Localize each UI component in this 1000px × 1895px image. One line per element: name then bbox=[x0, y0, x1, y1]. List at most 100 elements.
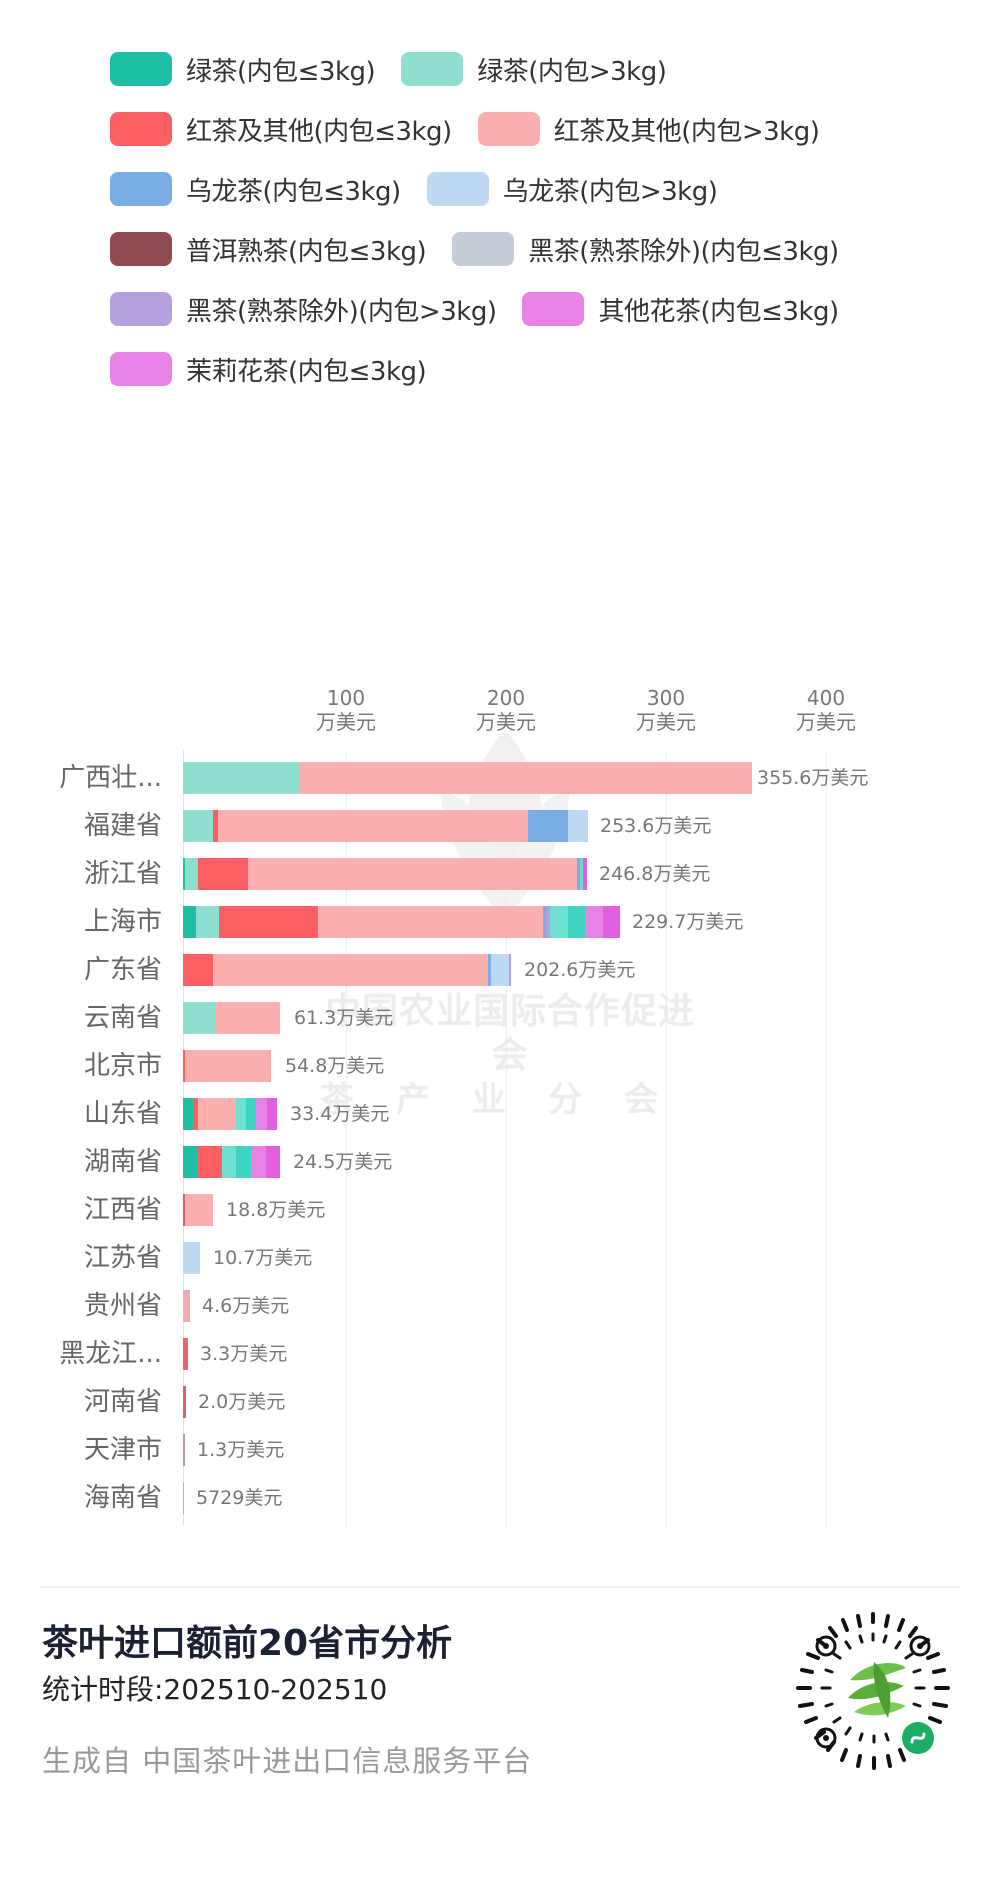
legend-item[interactable]: 红茶及其他(内包>3kg) bbox=[477, 112, 820, 147]
bar-segment[interactable] bbox=[183, 1242, 200, 1274]
stacked-bar[interactable] bbox=[183, 810, 588, 842]
stacked-bar[interactable] bbox=[183, 954, 511, 986]
bar-segment[interactable] bbox=[583, 858, 587, 890]
bar-segment[interactable] bbox=[215, 1002, 280, 1034]
stacked-bar[interactable] bbox=[183, 1242, 200, 1274]
bar-row: 湖南省 24.5万美元 bbox=[0, 1146, 1000, 1178]
legend-item[interactable]: 普洱熟茶(内包≤3kg) bbox=[110, 232, 427, 267]
bar-segment[interactable] bbox=[183, 858, 185, 890]
bar-segment[interactable] bbox=[543, 906, 546, 938]
stacked-bar[interactable] bbox=[183, 1482, 184, 1514]
bar-segment[interactable] bbox=[185, 1194, 213, 1226]
bar-segment[interactable] bbox=[183, 762, 300, 794]
bar-segment[interactable] bbox=[183, 1290, 190, 1322]
bar-value-label: 253.6万美元 bbox=[600, 815, 712, 837]
stacked-bar[interactable] bbox=[183, 1194, 213, 1226]
bar-segment[interactable] bbox=[183, 1146, 197, 1178]
stacked-bar[interactable] bbox=[183, 1098, 277, 1130]
bar-value-label: 24.5万美元 bbox=[293, 1151, 393, 1173]
bar-segment[interactable] bbox=[198, 1098, 236, 1130]
legend-item[interactable]: 其他花茶(内包≤3kg) bbox=[522, 292, 839, 327]
bar-segment[interactable] bbox=[183, 906, 196, 938]
bar-segment[interactable] bbox=[267, 1098, 277, 1130]
bar-segment[interactable] bbox=[568, 810, 588, 842]
bar-segment[interactable] bbox=[183, 810, 213, 842]
bar-segment[interactable] bbox=[491, 954, 509, 986]
bar-segment[interactable] bbox=[550, 906, 568, 938]
source-note: 生成自 中国茶叶进出口信息服务平台 bbox=[42, 1744, 533, 1778]
bar-segment[interactable] bbox=[183, 1482, 184, 1514]
category-label: 海南省 bbox=[83, 1483, 162, 1513]
stacked-bar[interactable] bbox=[183, 762, 752, 794]
category-label: 湖南省 bbox=[83, 1147, 162, 1177]
stacked-bar[interactable] bbox=[183, 1290, 190, 1322]
bar-segment[interactable] bbox=[213, 810, 218, 842]
bar-segment[interactable] bbox=[183, 1050, 185, 1082]
bar-segment[interactable] bbox=[509, 954, 511, 986]
category-label: 河南省 bbox=[83, 1387, 162, 1417]
stacked-bar[interactable] bbox=[183, 1386, 186, 1418]
legend-item[interactable]: 绿茶(内包≤3kg) bbox=[110, 52, 376, 87]
bar-row: 广西壮... 355.6万美元 bbox=[0, 762, 1000, 794]
bar-segment[interactable] bbox=[246, 1098, 256, 1130]
mini-program-qr-code[interactable] bbox=[788, 1608, 958, 1778]
bar-segment[interactable] bbox=[236, 1098, 246, 1130]
tick-value: 300 bbox=[646, 686, 686, 710]
bar-segment[interactable] bbox=[197, 1146, 222, 1178]
legend-item[interactable]: 红茶及其他(内包≤3kg) bbox=[110, 112, 452, 147]
stacked-bar[interactable] bbox=[183, 1338, 188, 1370]
bar-segment[interactable] bbox=[577, 858, 580, 890]
bar-segment[interactable] bbox=[318, 906, 543, 938]
tick-unit: 万美元 bbox=[316, 710, 376, 734]
category-label: 贵州省 bbox=[83, 1291, 162, 1321]
bar-segment[interactable] bbox=[488, 954, 491, 986]
bar-segment[interactable] bbox=[546, 906, 550, 938]
bar-segment[interactable] bbox=[585, 906, 603, 938]
bar-segment[interactable] bbox=[580, 858, 583, 890]
bar-segment[interactable] bbox=[183, 1194, 185, 1226]
bar-segment[interactable] bbox=[185, 1050, 271, 1082]
bar-segment[interactable] bbox=[251, 1146, 266, 1178]
bar-segment[interactable] bbox=[222, 1146, 236, 1178]
legend-item[interactable]: 乌龙茶(内包>3kg) bbox=[426, 172, 718, 207]
bar-row: 广东省 202.6万美元 bbox=[0, 954, 1000, 986]
stacked-bar[interactable] bbox=[183, 1050, 271, 1082]
bar-segment[interactable] bbox=[300, 762, 752, 794]
bar-segment[interactable] bbox=[528, 810, 568, 842]
bar-segment[interactable] bbox=[219, 906, 318, 938]
bar-segment[interactable] bbox=[603, 906, 620, 938]
stacked-bar[interactable] bbox=[183, 906, 620, 938]
legend-item[interactable]: 绿茶(内包>3kg) bbox=[401, 52, 667, 87]
stacked-bar[interactable] bbox=[183, 1002, 280, 1034]
legend-item[interactable]: 茉莉花茶(内包≤3kg) bbox=[110, 352, 427, 387]
bar-segment[interactable] bbox=[568, 906, 585, 938]
category-label: 浙江省 bbox=[83, 859, 162, 889]
bar-segment[interactable] bbox=[183, 954, 213, 986]
bar-segment[interactable] bbox=[198, 858, 248, 890]
stacked-bar[interactable] bbox=[183, 1434, 185, 1466]
bar-segment[interactable] bbox=[218, 810, 528, 842]
bar-value-label: 3.3万美元 bbox=[200, 1343, 288, 1365]
legend-item[interactable]: 黑茶(熟茶除外)(内包≤3kg) bbox=[452, 232, 839, 267]
bar-segment[interactable] bbox=[183, 1434, 185, 1466]
stacked-bar[interactable] bbox=[183, 858, 587, 890]
legend-swatch-icon bbox=[426, 172, 489, 206]
bar-segment[interactable] bbox=[183, 1338, 188, 1370]
bar-segment[interactable] bbox=[256, 1098, 267, 1130]
bar-segment[interactable] bbox=[196, 906, 219, 938]
y-axis-line bbox=[183, 750, 184, 1526]
bar-segment[interactable] bbox=[193, 1098, 198, 1130]
bar-segment[interactable] bbox=[183, 1098, 193, 1130]
bar-segment[interactable] bbox=[213, 954, 488, 986]
bar-segment[interactable] bbox=[183, 1386, 186, 1418]
bar-segment[interactable] bbox=[236, 1146, 251, 1178]
divider bbox=[40, 1586, 960, 1588]
bar-segment[interactable] bbox=[183, 1002, 215, 1034]
legend-item[interactable]: 乌龙茶(内包≤3kg) bbox=[110, 172, 401, 207]
bar-segment[interactable] bbox=[266, 1146, 280, 1178]
bar-segment[interactable] bbox=[248, 858, 577, 890]
bar-row: 贵州省 4.6万美元 bbox=[0, 1290, 1000, 1322]
bar-segment[interactable] bbox=[185, 858, 198, 890]
stacked-bar[interactable] bbox=[183, 1146, 280, 1178]
legend-item[interactable]: 黑茶(熟茶除外)(内包>3kg) bbox=[110, 292, 497, 327]
